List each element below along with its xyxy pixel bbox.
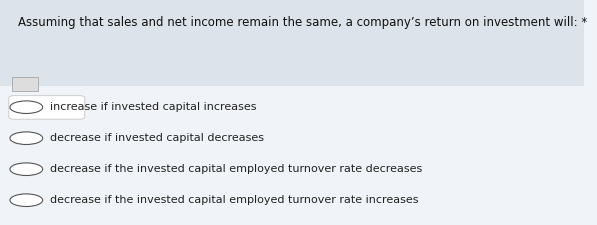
Circle shape — [10, 132, 42, 144]
Text: decrease if the invested capital employed turnover rate decreases: decrease if the invested capital employe… — [50, 164, 422, 174]
Text: decrease if the invested capital employed turnover rate increases: decrease if the invested capital employe… — [50, 195, 418, 205]
Text: decrease if invested capital decreases: decrease if invested capital decreases — [50, 133, 264, 143]
FancyBboxPatch shape — [0, 0, 584, 86]
Circle shape — [10, 163, 42, 176]
Circle shape — [10, 194, 42, 207]
Circle shape — [10, 101, 42, 113]
FancyBboxPatch shape — [9, 96, 85, 119]
Text: increase if invested capital increases: increase if invested capital increases — [50, 102, 256, 112]
Text: Assuming that sales and net income remain the same, a company’s return on invest: Assuming that sales and net income remai… — [17, 16, 587, 29]
FancyBboxPatch shape — [12, 76, 38, 91]
